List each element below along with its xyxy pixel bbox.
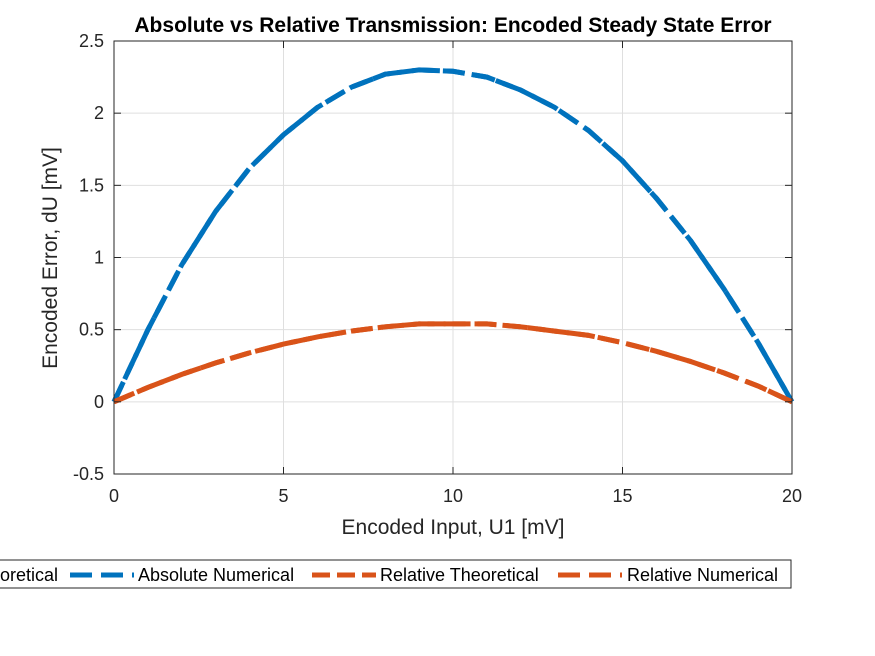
- x-tick-label: 0: [109, 486, 119, 506]
- legend-entry: Absolute Numerical: [138, 565, 294, 585]
- x-tick-label: 5: [278, 486, 288, 506]
- x-tick-label: 10: [443, 486, 463, 506]
- plot-lines: [111, 67, 795, 405]
- y-tick-label: -0.5: [73, 464, 104, 484]
- y-axis-label: Encoded Error, dU [mV]: [39, 147, 62, 369]
- y-tick-label: 2.5: [79, 31, 104, 51]
- y-tick-label: 1: [94, 248, 104, 268]
- x-tick-label: 20: [782, 486, 802, 506]
- y-tick-label: 0: [94, 392, 104, 412]
- y-tick-label: 2: [94, 103, 104, 123]
- x-tick-label: 15: [612, 486, 632, 506]
- legend-entry: Relative Numerical: [627, 565, 778, 585]
- y-tick-label: 1.5: [79, 175, 104, 195]
- legend-entry: oretical: [0, 565, 58, 585]
- tick-labels: 0 5 10 15 20-0.500.511.522.5: [73, 31, 802, 506]
- legend: oretical Absolute Numerical Relative Theor…: [0, 559, 792, 589]
- legend-entry: Relative Theoretical: [380, 565, 539, 585]
- x-axis-label: Encoded Input, U1 [mV]: [342, 516, 565, 539]
- chart-title: Absolute vs Relative Transmission: Encod…: [134, 14, 771, 37]
- y-tick-label: 0.5: [79, 320, 104, 340]
- legend-box: [0, 559, 792, 589]
- axes: [113, 40, 793, 475]
- series-line-relative-numerical: [113, 321, 794, 405]
- series-line-absolute-numerical: [111, 67, 795, 404]
